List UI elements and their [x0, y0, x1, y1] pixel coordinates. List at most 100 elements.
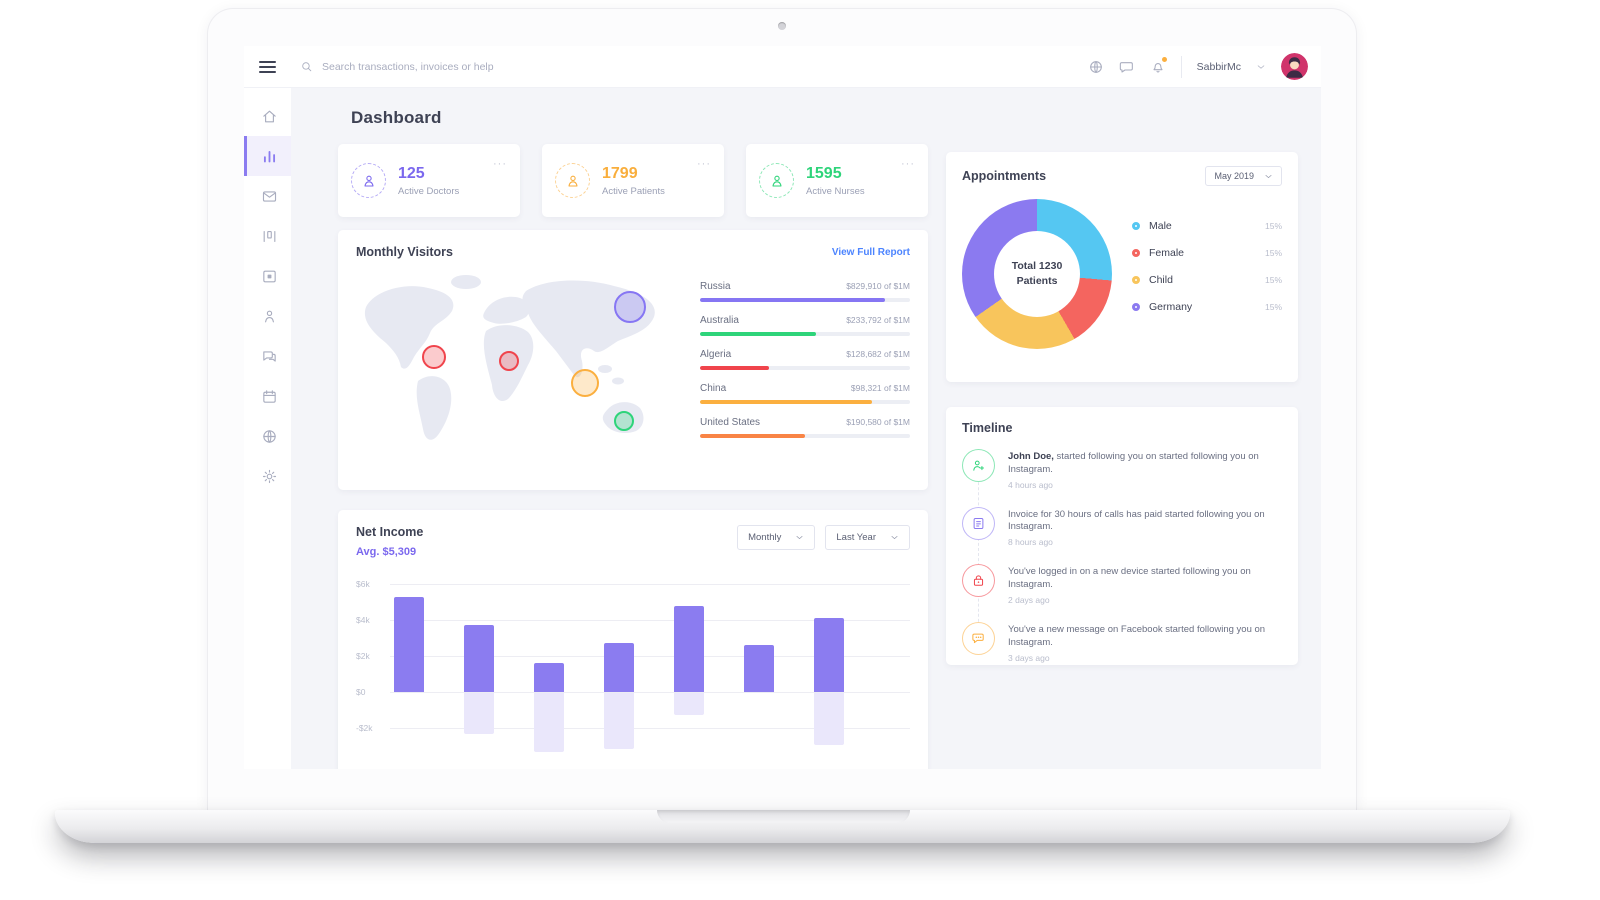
india-marker[interactable] — [571, 369, 599, 397]
sidebar-item-home[interactable] — [244, 96, 291, 136]
timeline-title: Timeline — [962, 421, 1013, 435]
y-axis-tick: $4k — [356, 615, 370, 625]
timeline-card: Timeline John Doe, started following you… — [946, 407, 1298, 665]
australia-marker[interactable] — [614, 411, 634, 431]
user-icon — [261, 308, 278, 325]
filter-select-monthly[interactable]: Monthly — [737, 525, 816, 550]
globe-icon[interactable] — [1088, 59, 1104, 75]
timeline-item: John Doe, started following you on start… — [962, 449, 1282, 490]
progress-track — [700, 434, 910, 438]
russia-marker[interactable] — [614, 291, 646, 323]
income-bar[interactable] — [464, 625, 494, 692]
chevron-down-icon — [1264, 172, 1273, 181]
country-name: Australia — [700, 315, 739, 326]
country-row-china: China $98,321 of $1M — [700, 383, 910, 404]
filter-select-last-year[interactable]: Last Year — [825, 525, 910, 550]
appointments-card: Appointments May 2019 — [946, 152, 1298, 382]
chevron-down-icon[interactable] — [1256, 62, 1266, 72]
sidebar-item-kanban[interactable] — [244, 216, 291, 256]
nurse-icon — [769, 173, 785, 189]
timeline-timestamp: 2 days ago — [1008, 594, 1050, 605]
net-income-card: Net Income Avg. $5,309 Monthly Last Year … — [338, 510, 928, 769]
sidebar-item-mail[interactable] — [244, 176, 291, 216]
stat-card-active-doctors: 125 Active Doctors ··· — [338, 144, 520, 217]
user-name[interactable]: SabbirMc — [1196, 60, 1241, 73]
country-value: $98,321 of $1M — [850, 383, 910, 393]
income-bar-negative[interactable] — [814, 693, 844, 746]
sidebar-item-chat-bubbles[interactable] — [244, 336, 291, 376]
period-select[interactable]: May 2019 — [1205, 166, 1282, 186]
filter-select-value: Monthly — [748, 532, 782, 543]
income-bar[interactable] — [674, 605, 704, 692]
stat-label: Active Nurses — [806, 185, 865, 197]
bell-icon[interactable] — [1150, 56, 1167, 75]
progress-fill — [700, 400, 873, 404]
legend-item-germany: Germany 15% — [1132, 301, 1282, 313]
wallet-icon — [261, 268, 278, 285]
user-follow-icon — [962, 449, 995, 482]
income-bar-negative[interactable] — [604, 693, 634, 749]
search-bar[interactable] — [300, 60, 1088, 73]
stat-cards-row: 125 Active Doctors ··· 1799 Active Patients ·… — [338, 144, 928, 217]
page-title: Dashboard — [351, 108, 442, 127]
timeline-text-block: Invoice for 30 hours of calls has paid s… — [1008, 507, 1282, 548]
country-name: Algeria — [700, 349, 732, 360]
timeline-timestamp: 3 days ago — [1008, 652, 1050, 663]
sidebar-item-bar-chart[interactable] — [244, 136, 291, 176]
income-bar-negative[interactable] — [464, 693, 494, 735]
chat-icon[interactable] — [1119, 59, 1135, 75]
monthly-visitors-title: Monthly Visitors — [356, 245, 454, 259]
more-options-icon[interactable]: ··· — [697, 158, 711, 170]
income-bar[interactable] — [744, 645, 774, 692]
timeline-timestamp: 8 hours ago — [1008, 537, 1053, 548]
nurse-icon — [759, 163, 794, 198]
doctor-icon — [351, 163, 386, 198]
income-bar[interactable] — [604, 643, 634, 692]
legend-item-child: Child 15% — [1132, 274, 1282, 286]
stat-value: 1595 — [806, 164, 842, 182]
progress-fill — [700, 366, 770, 370]
mail-icon — [261, 188, 278, 205]
income-bar-negative[interactable] — [534, 693, 564, 753]
income-bar[interactable] — [814, 618, 844, 692]
main-content: Dashboard 125 Active Doctors ··· 1799 Active… — [291, 88, 1321, 769]
stat-text: 125 Active Doctors — [398, 165, 459, 197]
message-icon — [971, 631, 986, 646]
y-axis-tick: $6k — [356, 579, 370, 589]
chart-gridline — [390, 656, 910, 657]
country-name: Russia — [700, 281, 731, 292]
legend-percent: 15% — [1264, 248, 1282, 258]
laptop-base-notch — [656, 810, 910, 823]
more-options-icon[interactable]: ··· — [493, 158, 507, 170]
sidebar-item-calendar[interactable] — [244, 376, 291, 416]
country-row-algeria: Algeria $128,682 of $1M — [700, 349, 910, 370]
chevron-down-icon — [890, 533, 899, 542]
sidebar-item-wallet[interactable] — [244, 256, 291, 296]
hamburger-menu-icon[interactable] — [259, 58, 276, 76]
income-bar[interactable] — [534, 663, 564, 692]
top-navbar: SabbirMc — [244, 46, 1321, 88]
timeline-text: You've a new message on Facebook started… — [1008, 623, 1266, 648]
north-america-marker[interactable] — [422, 345, 446, 369]
view-full-report-link[interactable]: View Full Report — [831, 246, 910, 258]
timeline-text: John Doe, started following you on start… — [1008, 451, 1259, 475]
africa-marker[interactable] — [499, 351, 519, 371]
legend-item-female: Female 15% — [1132, 247, 1282, 259]
country-value: $233,792 of $1M — [846, 315, 910, 325]
country-name: United States — [700, 417, 761, 428]
income-bar[interactable] — [394, 596, 424, 692]
sidebar-item-globe[interactable] — [244, 416, 291, 456]
stat-card-active-patients: 1799 Active Patients ··· — [542, 144, 724, 217]
legend-label: Germany — [1149, 301, 1193, 313]
net-income-average: Avg. $5,309 — [356, 546, 417, 558]
income-bar-negative[interactable] — [674, 693, 704, 715]
sidebar-item-user[interactable] — [244, 296, 291, 336]
timeline-text-block: You've logged in on a new device started… — [1008, 564, 1282, 605]
search-input[interactable] — [322, 60, 642, 73]
avatar[interactable] — [1281, 53, 1308, 80]
country-row-russia: Russia $829,910 of $1M — [700, 281, 910, 302]
legend-item-male: Male 15% — [1132, 220, 1282, 232]
more-options-icon[interactable]: ··· — [901, 158, 915, 170]
sidebar-item-settings[interactable] — [244, 456, 291, 496]
